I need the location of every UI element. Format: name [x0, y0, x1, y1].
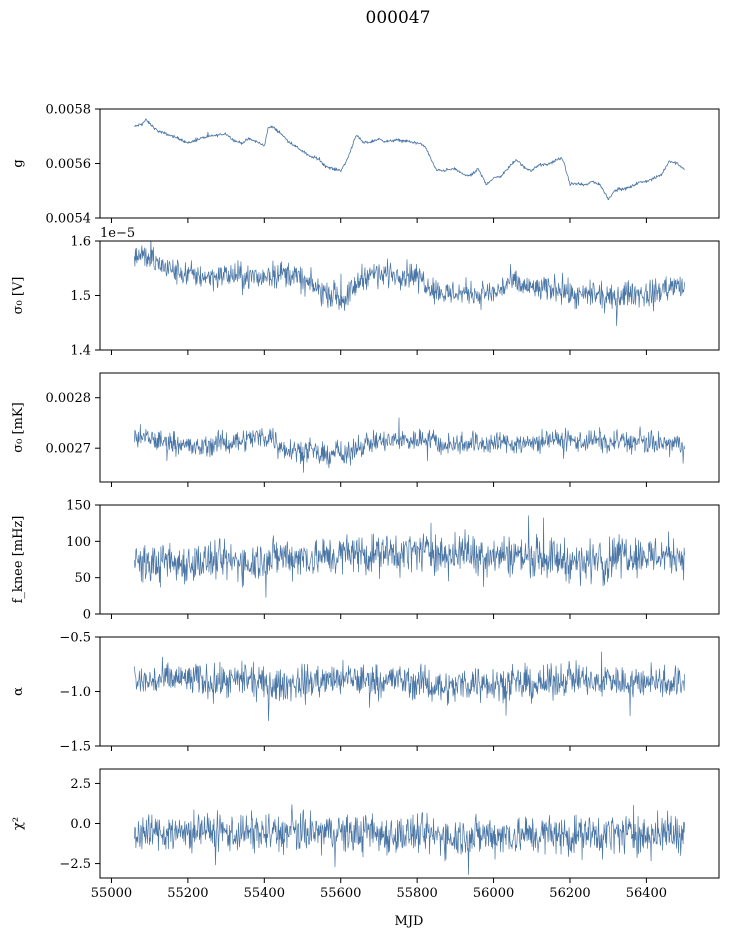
axes-frame — [99, 372, 720, 483]
series-line — [134, 241, 685, 326]
y-tick-label: 0.0 — [70, 817, 91, 832]
y-tick-label: 0 — [83, 608, 91, 623]
y-tick-label: 0.0054 — [46, 212, 92, 227]
axes-frame — [99, 240, 720, 351]
y-tick-label: −1.0 — [59, 685, 91, 700]
y-tick-label: −2.5 — [59, 857, 91, 872]
axes-frame — [99, 108, 720, 219]
y-tick-label: 0.0027 — [46, 442, 92, 457]
panel-4: 0 50 100 150 f_knee [mHz] — [11, 499, 720, 623]
panel-6: −2.5 0.0 2.5 χ² 55000 55200 55400 55600 55800 560… — [11, 768, 720, 901]
y-axis-label: σ₀ [mK] — [11, 402, 26, 452]
y-axis-label: σ₀ [V] — [11, 277, 26, 315]
y-axis-label: α — [11, 687, 26, 696]
panel-1: 0.0054 0.0056 0.0058 g — [11, 103, 720, 227]
x-tick-label: 56400 — [626, 886, 667, 901]
y-tick-label: 50 — [74, 571, 91, 586]
y-tick-label: −0.5 — [59, 631, 91, 646]
x-tick-label: 56200 — [549, 886, 590, 901]
y-tick-label: 0.0058 — [46, 103, 92, 118]
series-line — [134, 804, 685, 875]
series-line — [134, 118, 685, 201]
x-tick-label: 55800 — [396, 886, 437, 901]
panel-3: 0.0027 0.0028 σ₀ [mK] — [11, 372, 720, 487]
y-tick-label: 150 — [66, 499, 91, 514]
y-tick-label: 1.5 — [70, 289, 91, 304]
panel-5: −1.5 −1.0 −0.5 α — [11, 631, 720, 755]
y-tick-label: 0.0028 — [46, 391, 92, 406]
series-line — [134, 515, 685, 598]
y-tick-label: 1.6 — [70, 235, 91, 250]
x-tick-label: 55400 — [244, 886, 285, 901]
figure-title: 000047 — [366, 8, 431, 28]
x-axis-label: MJD — [395, 914, 424, 929]
y-axis-label: f_knee [mHz] — [11, 516, 26, 604]
y-offset-label: 1e−5 — [100, 226, 135, 241]
x-tick-label: 56000 — [473, 886, 514, 901]
series-line — [134, 417, 685, 473]
panel-2: 1.4 1.5 1.6 σ₀ [V] 1e−5 — [11, 226, 720, 359]
x-tick-label: 55200 — [167, 886, 208, 901]
y-tick-label: −1.5 — [59, 740, 91, 755]
x-tick-label: 55000 — [91, 886, 132, 901]
y-axis-label: g — [11, 159, 26, 167]
y-tick-label: 2.5 — [70, 777, 91, 792]
axes-frame — [99, 504, 720, 615]
y-tick-label: 1.4 — [70, 344, 91, 359]
x-tick-label: 55600 — [320, 886, 361, 901]
series-line — [134, 651, 685, 722]
y-tick-label: 0.0056 — [46, 157, 92, 172]
y-axis-label: χ² — [11, 817, 26, 830]
y-tick-label: 100 — [66, 535, 91, 550]
